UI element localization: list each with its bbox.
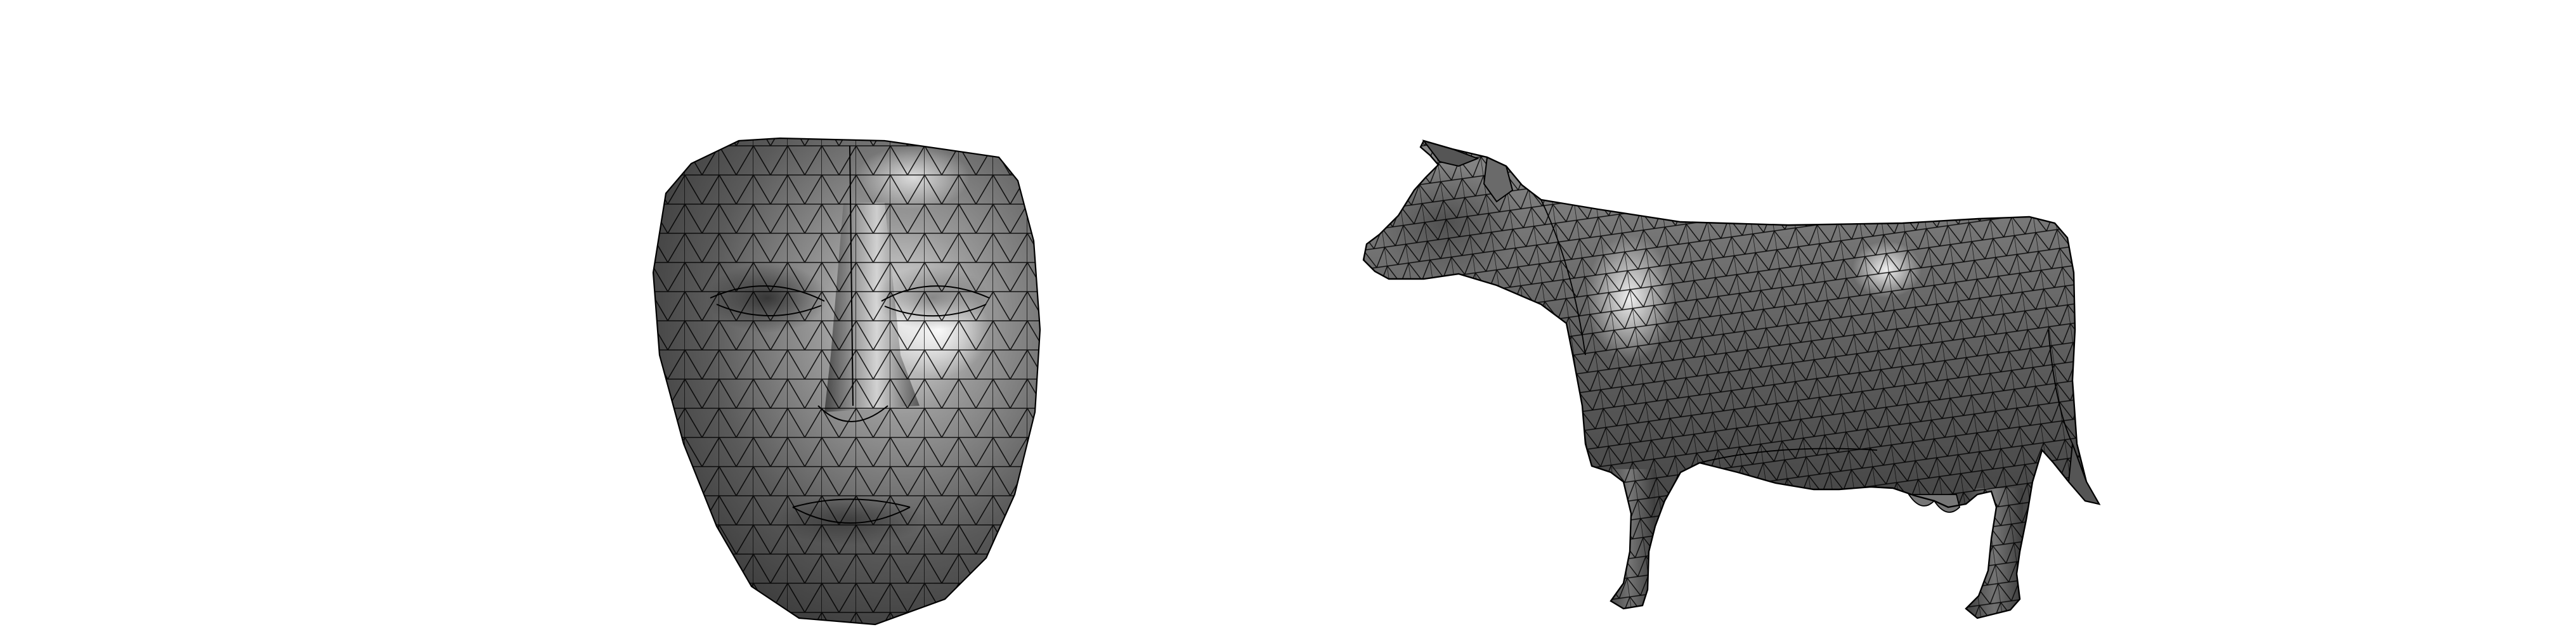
cow-mesh [1362, 139, 2100, 619]
face-mesh [652, 137, 1041, 626]
